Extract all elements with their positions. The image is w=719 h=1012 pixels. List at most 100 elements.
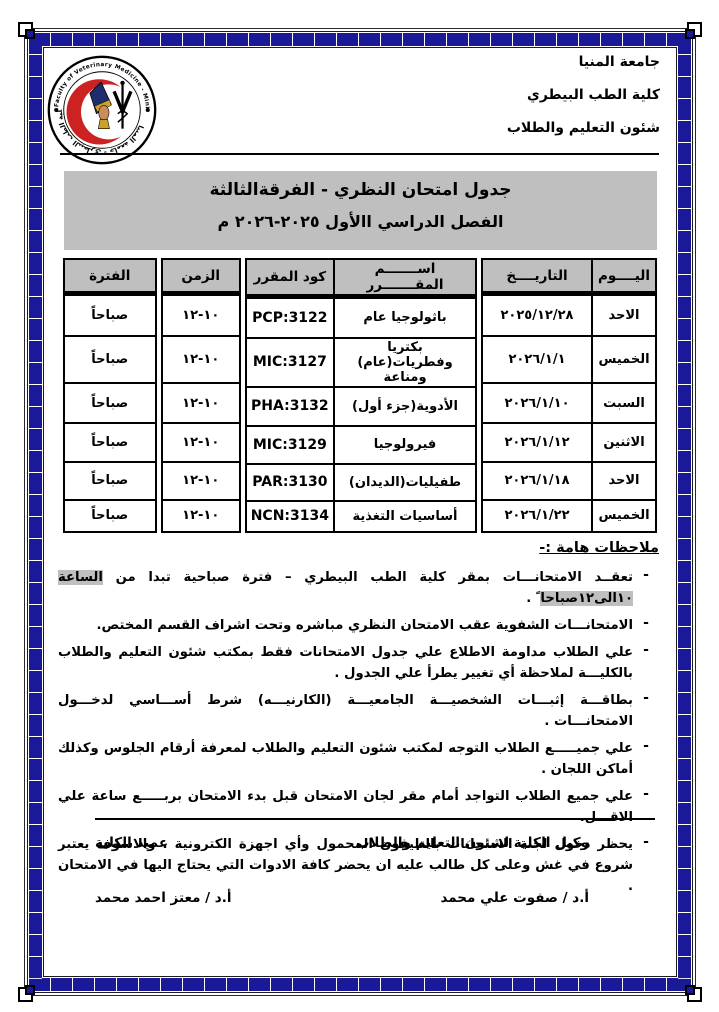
table-row: فيرولوجيا MIC:3129 [244,424,477,465]
table-row: صباحاً [62,422,157,464]
cell-course-code: PHA:3132 [244,385,336,427]
table-row: ١٢-١٠ [160,498,241,533]
note-item: - الامتحانـــات الشفوية عقب الامتحان الن… [58,615,659,636]
cell-date: ٢٠٢٥/١٢/٢٨ [481,292,593,337]
cell-course-name: باثولوجيا عام [333,295,477,339]
cell-period: صباحاً [62,334,157,385]
table-group-day-date: اليــــوم التاريــــخ الاحد ٢٠٢٥/١٢/٢٨ ا… [481,258,657,533]
note-text-pre: يحظر دخول لجنة الامتحانات بالتليفون المح… [58,837,633,894]
note-text-pre: الامتحانـــات الشفوية عقب الامتحان النظر… [96,618,633,633]
table-row: الأدوية(جزء أول) PHA:3132 [244,385,477,427]
cell-date: ٢٠٢٦/١/١ [481,334,593,385]
table-row: الخميس ٢٠٢٦/١/١ [481,334,657,385]
exam-schedule-table: اليــــوم التاريــــخ الاحد ٢٠٢٥/١٢/٢٨ ا… [62,258,657,533]
signature-titles-row: وكيل الكلية لشئون التعليم والطلاب عميد ا… [95,835,589,851]
schedule-title: جدول امتحان النظري - الفرقةالثالثة [209,180,512,200]
exam-title-banner: جدول امتحان النظري - الفرقةالثالثة الفصل… [64,171,657,250]
notes-section: ملاحظات هامة :- - تعقــد الامتحانـــات ب… [58,540,659,903]
cell-period: صباحاً [62,422,157,464]
note-bullet: - [643,567,649,583]
cell-period: صباحاً [62,498,157,533]
note-bullet: - [643,642,649,658]
header-course-name: اســـــــم المقـــــــرر [333,258,477,299]
cell-date: ٢٠٢٦/١/١٨ [481,461,593,501]
note-text-pre: تعقــد الامتحانـــات بمقر كلية الطب البي… [102,570,633,585]
header-date: التاريــــخ [481,258,593,297]
cell-date: ٢٠٢٦/١/١٢ [481,422,593,464]
cell-time: ١٢-١٠ [160,498,241,533]
table-row: طفيليات(الديدان) PAR:3130 [244,462,477,502]
note-bullet: - [643,786,649,802]
note-text-pre: علي جميع الطلاب التواجد أمام مقر لجان ال… [58,789,633,825]
table-row: ١٢-١٠ [160,334,241,385]
vice-dean-name: أ.د / صفوت علي محمد [440,890,589,906]
header-time: الزمن [160,258,241,297]
cell-day: الاحد [591,461,657,501]
cell-period: صباحاً [62,461,157,501]
table-row: صباحاً [62,461,157,501]
table-group-time: الزمن ١٢-١٠ ١٢-١٠ ١٢-١٠ ١٢-١٠ ١٢-١٠ ١٢-١… [160,258,241,533]
table-row: ١٢-١٠ [160,292,241,337]
cell-period: صباحاً [62,292,157,337]
table-header-row: اســـــــم المقـــــــرر كود المقرر [244,258,477,299]
note-item: - تعقــد الامتحانـــات بمقر كلية الطب ال… [58,567,659,609]
department-name: شئون التعليم والطلاب [506,120,660,136]
cell-course-code: PCP:3122 [244,295,336,339]
table-row: أساسيات التغذية NCN:3134 [244,499,477,533]
cell-day: الخميس [591,498,657,533]
note-text: علي الطلاب مداومة الاطلاع علي جدول الامت… [58,642,633,684]
note-item: - علي جميـــــع الطلاب التوجه لمكتب شئون… [58,738,659,780]
table-header-row: الفترة [62,258,157,297]
signature-names-row: أ.د / صفوت علي محمد أ.د / معتز احمد محمد [95,890,589,906]
note-item: - بطاقـــة إثبـــات الشخصيـــة الجامعيــ… [58,690,659,732]
cell-time: ١٢-١٠ [160,292,241,337]
cell-day: السبت [591,382,657,425]
cell-time: ١٢-١٠ [160,461,241,501]
table-header-row: الزمن [160,258,241,297]
signature-divider-line [95,818,655,820]
note-bullet: - [643,738,649,754]
dean-title: عميد الكلية [95,835,169,851]
note-text-post: ً . [526,591,541,606]
cell-course-name: الأدوية(جزء أول) [333,385,477,427]
note-text-pre: علي الطلاب مداومة الاطلاع علي جدول الامت… [58,645,633,681]
cell-time: ١٢-١٠ [160,422,241,464]
cell-course-name: طفيليات(الديدان) [333,462,477,502]
table-group-period: الفترة صباحاً صباحاً صباحاً صباحاً صباحا… [62,258,157,533]
note-item: - علي الطلاب مداومة الاطلاع علي جدول الا… [58,642,659,684]
note-text-pre: علي جميـــــع الطلاب التوجه لمكتب شئون ا… [58,741,633,777]
note-text: علي جميع الطلاب التواجد أمام مقر لجان ال… [58,786,633,828]
seal-icon: Faculty of Veterinary Medicine - Minia U… [43,48,157,165]
table-row: صباحاً [62,382,157,425]
page-border-frame [18,22,702,1002]
frame-band-top [29,33,691,46]
note-text-pre: بطاقـــة إثبـــات الشخصيـــة الجامعيـــة… [58,693,633,729]
cell-course-name: بكتريا وفطريات(عام) ومناعة [333,336,477,388]
note-text: الامتحانـــات الشفوية عقب الامتحان النظر… [58,615,633,636]
note-text: علي جميـــــع الطلاب التوجه لمكتب شئون ا… [58,738,633,780]
org-header: جامعة المنيا كلية الطب البيطري شئون التع… [507,54,660,153]
header-period: الفترة [62,258,157,297]
cell-course-name: أساسيات التغذية [333,499,477,533]
frame-band-left [29,33,42,991]
faculty-name: كلية الطب البيطري [527,87,660,103]
table-row: صباحاً [62,334,157,385]
cell-date: ٢٠٢٦/١/٢٢ [481,498,593,533]
table-row: الاحد ٢٠٢٦/١/١٨ [481,461,657,501]
note-text: يحظر دخول لجنة الامتحانات بالتليفون المح… [58,834,633,897]
cell-time: ١٢-١٠ [160,334,241,385]
note-bullet: - [643,690,649,706]
dean-name: أ.د / معتز احمد محمد [95,890,232,906]
note-text: بطاقـــة إثبـــات الشخصيـــة الجامعيـــة… [58,690,633,732]
note-bullet: - [643,615,649,631]
header-day: اليــــوم [591,258,657,297]
vice-dean-title: وكيل الكلية لشئون التعليم والطلاب [355,835,589,851]
table-row: الخميس ٢٠٢٦/١/٢٢ [481,498,657,533]
cell-course-code: NCN:3134 [244,499,336,533]
semester-subtitle: الفصل الدراسي االأول ٢٠٢٥-٢٠٢٦ م [217,212,504,231]
cell-period: صباحاً [62,382,157,425]
cell-course-code: MIC:3127 [244,336,336,388]
table-header-row: اليــــوم التاريــــخ [481,258,657,297]
cell-time: ١٢-١٠ [160,382,241,425]
table-row: باثولوجيا عام PCP:3122 [244,295,477,339]
